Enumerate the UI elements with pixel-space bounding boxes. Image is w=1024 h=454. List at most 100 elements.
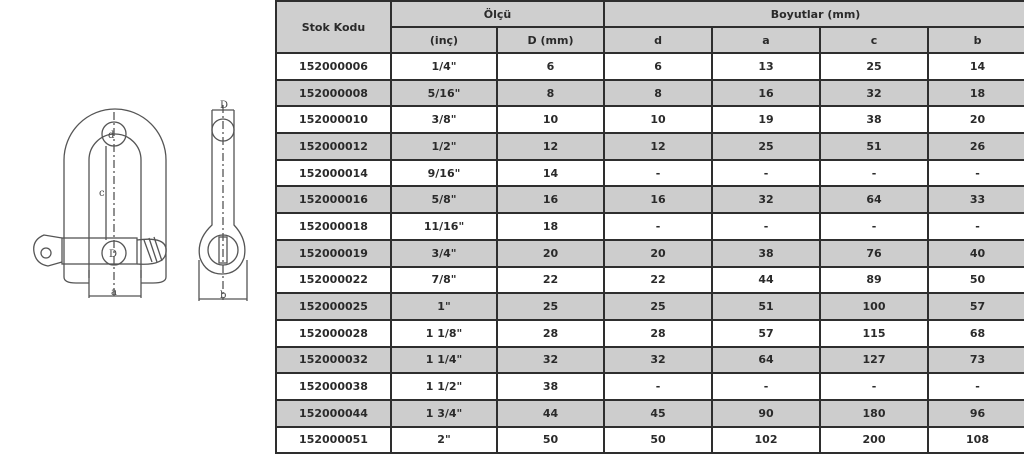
table-row: 152000010 3/8" 10 10 19 38 20 — [275, 105, 1024, 135]
cell-D-mm: 16 — [495, 185, 606, 215]
cell-d: - — [603, 212, 714, 241]
cell-stock-code: 152000051 — [275, 425, 392, 454]
cell-D-mm: 38 — [495, 372, 606, 401]
cell-D-mm: 32 — [495, 345, 606, 375]
cell-d: 28 — [603, 318, 714, 348]
header-d: d — [603, 26, 714, 54]
cell-c: - — [819, 158, 930, 188]
cell-inch: 5/8" — [390, 185, 498, 215]
cell-stock-code: 152000018 — [275, 212, 392, 241]
cell-inch: 7/8" — [390, 265, 498, 295]
cell-inch: 1" — [390, 292, 498, 321]
cell-stock-code: 152000032 — [275, 345, 392, 375]
cell-d: 10 — [603, 105, 714, 135]
label-a: a — [111, 287, 117, 298]
header-dimensions-group: Boyutlar (mm) — [603, 0, 1024, 28]
cell-inch: 3/8" — [390, 105, 498, 135]
header-D-mm: D (mm) — [495, 26, 606, 54]
header-row-2: (inç) D (mm) d a c b — [276, 26, 1024, 54]
cell-inch: 1/4" — [390, 52, 498, 81]
cell-inch: 3/4" — [390, 238, 498, 268]
cell-stock-code: 152000025 — [275, 292, 392, 321]
table-row: 152000019 3/4" 20 20 38 76 40 — [275, 238, 1024, 268]
cell-inch: 1 1/8" — [390, 318, 498, 348]
cell-D-mm: 44 — [495, 398, 606, 428]
cell-D-mm: 6 — [495, 52, 606, 81]
header-b: b — [927, 26, 1024, 54]
table-row: 152000014 9/16" 14- - - - — [275, 158, 1024, 188]
spec-table: Stok Kodu Ölçü Boyutlar (mm) (inç) D (mm… — [275, 0, 1024, 454]
cell-stock-code: 152000010 — [275, 105, 392, 135]
cell-a: 13 — [711, 52, 822, 81]
cell-stock-code: 152000044 — [275, 398, 392, 428]
cell-inch: 1 1/2" — [390, 372, 498, 401]
table-row: 152000051 2" 50 50 102 200 108 — [275, 425, 1024, 454]
cell-D-mm: 22 — [495, 265, 606, 295]
label-b: b — [220, 290, 226, 301]
header-size-group: Ölçü — [389, 0, 606, 28]
table-row: 152000008 5/16" 8 8 16 32 18 — [275, 78, 1024, 108]
shackle-side-view — [198, 105, 248, 301]
cell-a: 51 — [711, 292, 822, 321]
cell-c: 100 — [819, 292, 930, 321]
cell-d: 25 — [603, 292, 714, 321]
cell-D-mm: 12 — [495, 132, 606, 161]
table-row: 152000032 1 1/4" 32 32 64 127 73 — [275, 345, 1024, 375]
cell-c: 89 — [819, 265, 930, 295]
cell-d: - — [603, 372, 714, 401]
label-c: c — [99, 188, 105, 199]
cell-D-mm: 14 — [495, 158, 606, 188]
cell-b: 14 — [927, 52, 1024, 81]
table-row: 152000012 1/2" 12 12 25 51 26 — [275, 132, 1024, 161]
cell-stock-code: 152000012 — [275, 132, 392, 161]
cell-b: 20 — [927, 105, 1024, 135]
cell-stock-code: 152000006 — [275, 52, 392, 81]
cell-b: 57 — [927, 292, 1024, 321]
table-row: 152000018 11/16" 18- - - - — [275, 212, 1024, 241]
label-D: D — [109, 249, 117, 260]
cell-inch: 9/16" — [390, 158, 498, 188]
cell-stock-code: 152000008 — [275, 78, 392, 108]
cell-a: 16 — [711, 78, 822, 108]
shackle-diagram: d c D a D b — [33, 100, 248, 301]
cell-stock-code: 152000022 — [275, 265, 392, 295]
cell-inch: 5/16" — [390, 78, 498, 108]
cell-b: 40 — [927, 238, 1024, 268]
cell-d: 12 — [603, 132, 714, 161]
cell-D-mm: 18 — [495, 212, 606, 241]
cell-d: 32 — [603, 345, 714, 375]
cell-a: 57 — [711, 318, 822, 348]
label-d: d — [108, 130, 115, 141]
cell-D-mm: 50 — [495, 425, 606, 454]
table-row: 152000022 7/8" 22 22 44 89 50 — [275, 265, 1024, 295]
cell-b: 18 — [927, 78, 1024, 108]
cell-inch: 1/2" — [390, 132, 498, 161]
cell-a: 64 — [711, 345, 822, 375]
header-row-1: Stok Kodu Ölçü Boyutlar (mm) — [275, 0, 1024, 54]
cell-d: 16 — [603, 185, 714, 215]
label-D-side: D — [220, 100, 228, 111]
cell-stock-code: 152000016 — [275, 185, 392, 215]
cell-D-mm: 8 — [495, 78, 606, 108]
cell-c: 64 — [819, 185, 930, 215]
cell-a: - — [711, 158, 822, 188]
cell-c: 180 — [819, 398, 930, 428]
header-stock-code: Stok Kodu — [275, 0, 392, 54]
table-row: 152000044 1 3/4" 44 45 90 180 96 — [275, 398, 1024, 428]
cell-a: 90 — [711, 398, 822, 428]
cell-c: 25 — [819, 52, 930, 81]
cell-b: 50 — [927, 265, 1024, 295]
cell-c: 32 — [819, 78, 930, 108]
cell-b: 26 — [927, 132, 1024, 161]
cell-D-mm: 20 — [495, 238, 606, 268]
cell-D-mm: 28 — [495, 318, 606, 348]
table-body: 152000006 1/4" 6 6 13 25 14 152000008 5/16" 8 8 16 3… — [275, 52, 1024, 454]
cell-d: 50 — [603, 425, 714, 454]
cell-b: - — [927, 372, 1024, 401]
cell-inch: 1 3/4" — [390, 398, 498, 428]
cell-b: 73 — [927, 345, 1024, 375]
cell-inch: 1 1/4" — [390, 345, 498, 375]
cell-a: 19 — [711, 105, 822, 135]
cell-d: 8 — [603, 78, 714, 108]
cell-D-mm: 10 — [495, 105, 606, 135]
